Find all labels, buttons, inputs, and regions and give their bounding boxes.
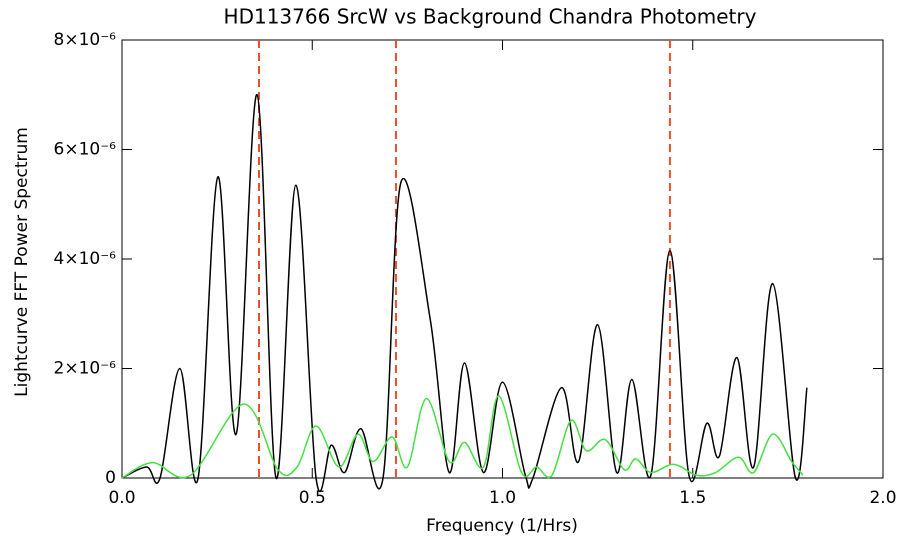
- x-tick-label: 2.0: [869, 488, 896, 508]
- x-tick-label: 1.5: [679, 488, 706, 508]
- y-axis-label: Lightcurve FFT Power Spectrum: [12, 127, 32, 397]
- y-tick-label: 2×10⁻⁶: [54, 359, 117, 379]
- x-axis-label: Frequency (1/Hrs): [426, 516, 578, 536]
- x-tick-label: 0.5: [299, 488, 326, 508]
- y-tick-label: 8×10⁻⁶: [54, 30, 117, 50]
- y-tick-label: 0: [105, 468, 116, 488]
- x-tick-label: 0.0: [108, 488, 135, 508]
- series-line: [121, 93, 808, 493]
- plot-frame: [121, 39, 884, 479]
- chart-title: HD113766 SrcW vs Background Chandra Phot…: [224, 5, 757, 29]
- y-tick-label: 6×10⁻⁶: [54, 140, 117, 160]
- series-line: [121, 395, 804, 479]
- x-tick-label: 1.0: [489, 488, 516, 508]
- y-tick-label: 4×10⁻⁶: [54, 249, 117, 269]
